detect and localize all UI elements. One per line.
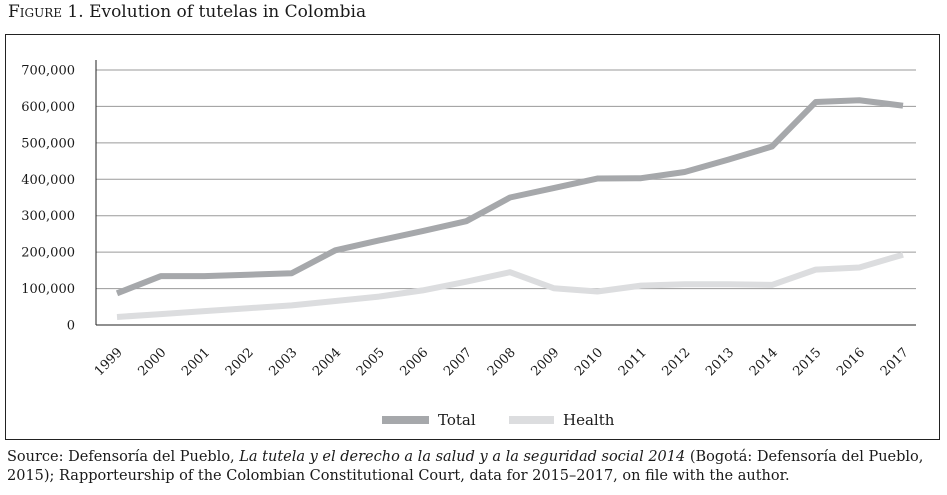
figure-title-text: Evolution of tutelas in Colombia [89, 2, 367, 22]
x-tick-label-2006: 2006 [397, 345, 431, 379]
figure-title: Figure 1. Evolution of tutelas in Colomb… [8, 2, 366, 22]
y-tick-label-200000: 200,000 [21, 246, 75, 261]
x-tick-label-2013: 2013 [703, 345, 737, 379]
x-tick-label-2003: 2003 [266, 345, 300, 379]
y-tick-label-600000: 600,000 [21, 100, 75, 115]
source-title: La tutela y el derecho a la salud y a la… [239, 449, 686, 465]
x-tick-label-2017: 2017 [878, 345, 912, 379]
x-tick-label-2009: 2009 [528, 345, 562, 379]
x-tick-label-2011: 2011 [616, 345, 650, 379]
figure-label: Figure 1. [8, 2, 84, 22]
x-tick-label-2004: 2004 [310, 345, 344, 379]
x-tick-label-2002: 2002 [223, 345, 257, 379]
source-suffix: (Bogotá: Defensoría del Pueblo, 2015); R… [7, 449, 924, 484]
x-tick-label-2008: 2008 [485, 345, 519, 379]
x-tick-label-2000: 2000 [135, 345, 169, 379]
legend-label-total: Total [438, 411, 476, 429]
x-tick-label-2014: 2014 [747, 345, 781, 379]
y-tick-label-500000: 500,000 [21, 136, 75, 151]
x-tick-label-2001: 2001 [179, 345, 213, 379]
x-tick-label-2005: 2005 [354, 345, 388, 379]
y-tick-label-100000: 100,000 [21, 282, 75, 297]
series-line-total [115, 97, 904, 297]
y-tick-label-700000: 700,000 [21, 64, 75, 79]
series-line-health [116, 251, 904, 320]
chart-frame: 0 100,000 200,000 300,000 400,000 500,000 600,… [5, 34, 940, 440]
x-tick-label-2012: 2012 [659, 345, 693, 379]
source-prefix: Source: Defensoría del Pueblo, [7, 449, 240, 465]
x-tick-label-2010: 2010 [572, 345, 606, 379]
x-tick-label-1999: 1999 [92, 345, 126, 379]
x-tick-label-2016: 2016 [834, 345, 868, 379]
y-tick-label-300000: 300,000 [21, 209, 75, 224]
x-tick-label-2007: 2007 [441, 345, 475, 379]
y-tick-label-0: 0 [67, 319, 75, 334]
x-tick-label-2015: 2015 [790, 345, 824, 379]
source-note: Source: Defensoría del Pueblo, La tutela… [7, 448, 942, 486]
y-tick-label-400000: 400,000 [21, 173, 75, 188]
line-chart: 0 100,000 200,000 300,000 400,000 500,000 600,… [21, 60, 916, 429]
legend-label-health: Health [563, 411, 615, 429]
